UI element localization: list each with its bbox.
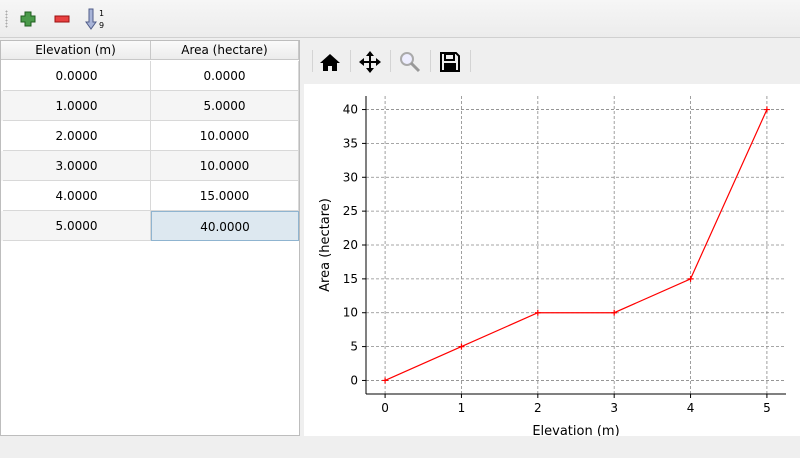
y-tick-label: 30 bbox=[343, 170, 358, 184]
cell-area[interactable]: 10.0000 bbox=[151, 121, 299, 151]
data-point bbox=[382, 377, 389, 384]
plus-icon bbox=[20, 11, 36, 27]
cell-area[interactable]: 0.0000 bbox=[151, 61, 299, 91]
data-line bbox=[384, 109, 768, 382]
y-tick-label: 25 bbox=[343, 204, 358, 218]
y-tick-label: 5 bbox=[350, 340, 358, 354]
data-point bbox=[763, 106, 770, 113]
toolbar-grip[interactable] bbox=[5, 10, 8, 28]
save-button[interactable] bbox=[436, 48, 464, 76]
plot-toolbar bbox=[304, 40, 800, 84]
zoom-icon bbox=[400, 52, 421, 73]
data-point bbox=[611, 309, 618, 316]
y-tick-label: 20 bbox=[343, 238, 358, 252]
y-tick-label: 15 bbox=[343, 272, 358, 286]
cell-elevation[interactable]: 3.0000 bbox=[3, 151, 151, 181]
table-row: 0.0000 0.0000 bbox=[1, 61, 299, 91]
line-chart: 0 1 2 3 4 5 0 5 10 15 20 25 30 35 40 Elevation (m) Area … bbox=[318, 96, 786, 439]
table-row: 5.0000 40.0000 bbox=[1, 211, 299, 241]
x-tick-label: 3 bbox=[610, 401, 618, 415]
y-tick-label: 40 bbox=[343, 103, 358, 117]
data-point bbox=[687, 275, 694, 282]
y-tick-label: 10 bbox=[343, 306, 358, 320]
cell-area[interactable]: 15.0000 bbox=[151, 181, 299, 211]
home-icon bbox=[320, 54, 340, 71]
cell-elevation[interactable]: 1.0000 bbox=[3, 91, 151, 121]
remove-row-button[interactable] bbox=[50, 7, 74, 31]
table-row: 2.0000 10.0000 bbox=[1, 121, 299, 151]
cell-area[interactable]: 5.0000 bbox=[151, 91, 299, 121]
pan-icon bbox=[359, 51, 381, 73]
x-tick-label: 5 bbox=[763, 401, 771, 415]
svg-text:1: 1 bbox=[99, 9, 104, 18]
column-header-elevation[interactable]: Elevation (m) bbox=[1, 41, 151, 60]
data-table: Elevation (m) Area (hectare) 0.0000 0.000… bbox=[0, 40, 300, 436]
zoom-button[interactable] bbox=[396, 48, 424, 76]
cell-area[interactable]: 40.0000 bbox=[151, 211, 299, 241]
x-axis-label: Elevation (m) bbox=[532, 424, 619, 436]
data-point bbox=[458, 343, 465, 350]
table-row: 4.0000 15.0000 bbox=[1, 181, 299, 211]
y-tick-label: 0 bbox=[350, 373, 358, 387]
x-tick-label: 2 bbox=[534, 401, 542, 415]
x-tick-label: 4 bbox=[687, 401, 695, 415]
cell-elevation[interactable]: 0.0000 bbox=[3, 61, 151, 91]
sort-ascending-icon: 19 bbox=[85, 8, 104, 30]
save-icon bbox=[440, 52, 460, 72]
x-tick-label: 1 bbox=[458, 401, 466, 415]
cell-elevation[interactable]: 2.0000 bbox=[3, 121, 151, 151]
svg-text:9: 9 bbox=[99, 21, 104, 30]
table-row: 1.0000 5.0000 bbox=[1, 91, 299, 121]
data-point bbox=[534, 309, 541, 316]
add-row-button[interactable] bbox=[16, 7, 40, 31]
minus-icon bbox=[54, 15, 70, 23]
cell-area[interactable]: 10.0000 bbox=[151, 151, 299, 181]
y-tick-label: 35 bbox=[343, 136, 358, 150]
cell-elevation[interactable]: 5.0000 bbox=[3, 211, 151, 241]
pan-button[interactable] bbox=[356, 48, 384, 76]
home-button[interactable] bbox=[316, 48, 344, 76]
cell-elevation[interactable]: 4.0000 bbox=[3, 181, 151, 211]
column-header-area[interactable]: Area (hectare) bbox=[151, 41, 299, 60]
y-axis-label: Area (hectare) bbox=[318, 198, 333, 292]
x-tick-label: 0 bbox=[381, 401, 389, 415]
table-row: 3.0000 10.0000 bbox=[1, 151, 299, 181]
status-bar bbox=[0, 436, 800, 458]
plot-canvas[interactable]: 0 1 2 3 4 5 0 5 10 15 20 25 30 35 40 Elevation (m) Area … bbox=[304, 84, 800, 439]
